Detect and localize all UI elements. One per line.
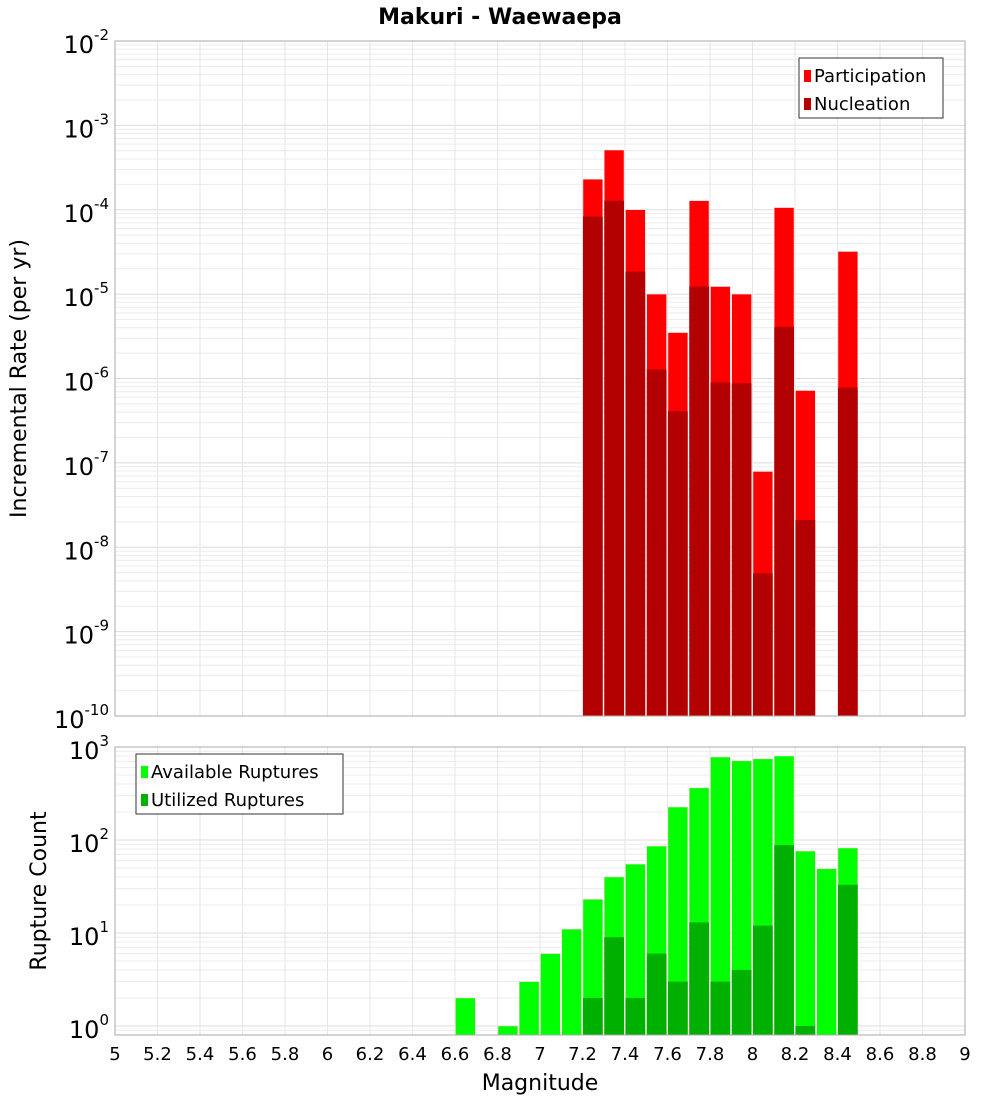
y-tick-label: 10-4 — [63, 195, 109, 228]
y-tick-label: 10-9 — [63, 617, 109, 650]
bar-utilized-ruptures — [646, 953, 667, 1035]
x-tick-label: 6.2 — [356, 1044, 385, 1065]
legend-label: Participation — [814, 66, 926, 87]
legend-top: Participation Nucleation — [798, 57, 944, 119]
y-tick-label: 10-10 — [54, 701, 109, 734]
chart-panel-1: 100 101 102 103 Rupture Count — [27, 732, 966, 1044]
y-tick-label: 103 — [69, 732, 109, 765]
bar-utilized-ruptures — [689, 922, 709, 1035]
bar-utilized-ruptures — [731, 969, 752, 1035]
chart-title: Makuri - Waewaepa — [378, 5, 622, 30]
bar-nucleation — [583, 216, 603, 716]
x-tick-label: 7.4 — [611, 1044, 640, 1065]
y-tick-label: 100 — [69, 1011, 109, 1044]
bar-nucleation — [774, 326, 794, 716]
bar-available-ruptures — [497, 1025, 518, 1036]
legend-label: Available Ruptures — [151, 762, 319, 783]
legend-box — [798, 57, 944, 119]
x-tick-label: 5.4 — [186, 1044, 215, 1065]
y-axis-label: Rupture Count — [27, 811, 52, 971]
x-tick-label: 7.6 — [653, 1044, 682, 1065]
plot-frame — [114, 746, 966, 1036]
x-tick-label: 6.8 — [483, 1044, 512, 1065]
bar-nucleation — [710, 382, 731, 716]
bar-utilized-ruptures — [753, 925, 773, 1035]
bar-available-ruptures — [455, 997, 476, 1036]
y-tick-label: 10-6 — [63, 364, 109, 397]
bar-utilized-ruptures — [774, 845, 794, 1035]
legend-label: Nucleation — [814, 94, 910, 115]
bar-available-ruptures — [816, 868, 837, 1036]
bar-nucleation — [689, 286, 709, 716]
plot-frame — [114, 40, 966, 717]
x-tick-label: 8.4 — [823, 1044, 852, 1065]
x-tick-label: 7 — [534, 1044, 545, 1065]
bar-utilized-ruptures — [795, 1025, 816, 1035]
bar-nucleation — [604, 200, 624, 716]
legend-label: Utilized Ruptures — [151, 790, 304, 811]
bar-utilized-ruptures — [838, 884, 858, 1035]
bar-nucleation — [838, 387, 858, 716]
x-tick-label: 5.2 — [143, 1044, 172, 1065]
x-tick-label: 5.6 — [228, 1044, 257, 1065]
x-tick-label: 9 — [959, 1044, 970, 1065]
x-tick-label: 8.8 — [908, 1044, 937, 1065]
x-tick-label: 5 — [109, 1044, 120, 1065]
x-tick-label: 8.2 — [781, 1044, 810, 1065]
legend-box — [135, 753, 344, 815]
x-axis-label: Magnitude — [482, 1071, 599, 1096]
y-tick-label: 10-3 — [63, 110, 109, 143]
x-tick-label: 7.2 — [568, 1044, 597, 1065]
bar-utilized-ruptures — [668, 981, 688, 1035]
bar-nucleation — [646, 369, 667, 716]
bar-utilized-ruptures — [625, 997, 646, 1035]
bar-utilized-ruptures — [710, 981, 731, 1035]
bar-available-ruptures — [519, 981, 540, 1036]
x-tick-label: 8 — [747, 1044, 758, 1065]
x-tick-label: 6.4 — [398, 1044, 427, 1065]
x-tick-label: 6.6 — [441, 1044, 470, 1065]
bar-available-ruptures — [561, 928, 582, 1036]
legend-bottom: Available Ruptures Utilized Ruptures — [135, 753, 344, 815]
y-tick-label: 10-2 — [63, 26, 109, 59]
bar-nucleation — [625, 271, 646, 716]
legend-swatch — [804, 70, 811, 82]
y-tick-label: 102 — [69, 825, 109, 858]
x-tick-label: 6 — [322, 1044, 333, 1065]
bar-utilized-ruptures — [604, 937, 624, 1035]
chart-panel-0: 10-10 10-9 10-8 10-7 10-6 10-5 10-4 10-3 10-2 Inc… — [7, 26, 966, 734]
x-tick-label: 7.8 — [696, 1044, 725, 1065]
x-tick-label: 8.6 — [866, 1044, 895, 1065]
bar-available-ruptures — [795, 850, 816, 1036]
x-tick-label: 5.8 — [271, 1044, 300, 1065]
bar-nucleation — [731, 383, 752, 716]
y-tick-label: 10-8 — [63, 532, 109, 565]
legend-swatch — [804, 98, 811, 110]
bar-nucleation — [668, 411, 688, 716]
legend-swatch — [141, 766, 148, 778]
bar-available-ruptures — [540, 953, 561, 1036]
y-tick-label: 101 — [69, 918, 109, 951]
y-tick-label: 10-5 — [63, 279, 109, 312]
bar-nucleation — [795, 520, 816, 716]
y-axis-label: Incremental Rate (per yr) — [7, 239, 32, 518]
bar-nucleation — [753, 573, 773, 716]
y-tick-label: 10-7 — [63, 448, 109, 481]
legend-swatch — [141, 794, 148, 806]
bar-utilized-ruptures — [583, 997, 603, 1035]
